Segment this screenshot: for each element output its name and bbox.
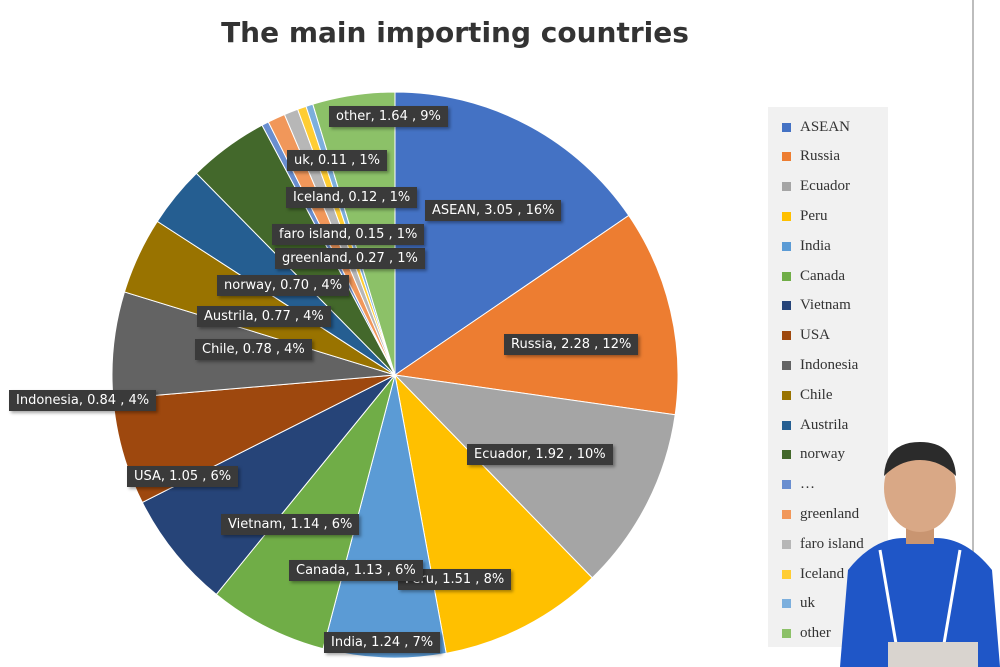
pie-slice-ecuador xyxy=(393,374,676,579)
legend-swatch xyxy=(782,360,791,370)
legend-item-chile: Chile xyxy=(782,385,833,405)
legend-label: Peru xyxy=(800,207,828,224)
legend-item-ecuador: Ecuador xyxy=(782,177,850,197)
legend-label: Canada xyxy=(800,267,845,284)
legend-label: greenland xyxy=(800,505,860,522)
legend-label: Indonesia xyxy=(800,356,859,373)
data-label-vietnam: Vietnam, 1.14 , 6% xyxy=(221,514,360,535)
data-label-canada: Canada, 1.13 , 6% xyxy=(289,560,423,581)
legend-item-iceland: Iceland xyxy=(782,564,844,584)
legend-item-canada: Canada xyxy=(782,266,845,286)
legend-item-peru: Peru xyxy=(782,206,828,226)
legend-item-asean: ASEAN xyxy=(782,117,850,137)
legend-item-norway: norway xyxy=(782,445,845,465)
legend-swatch xyxy=(782,182,791,192)
presenter-head xyxy=(884,444,956,532)
legend-label: Ecuador xyxy=(800,178,850,195)
legend-label: other xyxy=(800,625,831,642)
presenter-shirt xyxy=(840,538,1000,667)
legend-swatch xyxy=(782,450,791,460)
legend-swatch xyxy=(782,152,791,162)
pie-slice-canada xyxy=(215,374,396,650)
data-label-india: India, 1.24 , 7% xyxy=(324,632,441,653)
data-label-russia: Russia, 2.28 , 12% xyxy=(504,334,639,355)
legend-swatch xyxy=(782,420,791,430)
legend-label: Russia xyxy=(800,148,841,165)
legend-label: Iceland xyxy=(800,565,845,582)
legend-label: Vietnam xyxy=(800,297,851,314)
window-divider xyxy=(972,0,974,667)
legend-swatch xyxy=(782,390,791,400)
presenter-hair xyxy=(884,442,956,476)
legend-label: India xyxy=(800,237,831,254)
legend-swatch xyxy=(782,211,791,221)
laptop xyxy=(888,642,978,667)
pie-slice-russia xyxy=(393,214,679,416)
legend-item-other-small-12: … xyxy=(782,475,815,495)
legend-label: norway xyxy=(800,446,845,463)
data-label-uk: uk, 0.11 , 1% xyxy=(287,150,387,171)
data-label-greenland: greenland, 0.27 , 1% xyxy=(275,248,425,269)
legend-item-indonesia: Indonesia xyxy=(782,355,858,375)
legend-item-austrila: Austrila xyxy=(782,415,848,435)
legend: ASEAN Russia Ecuador Peru India Canada Vietnam… xyxy=(768,107,888,647)
legend-swatch xyxy=(782,599,791,609)
presenter-video-thumbnail xyxy=(840,442,1000,667)
data-label-iceland: Iceland, 0.12 , 1% xyxy=(286,187,418,208)
data-label-other: other, 1.64 , 9% xyxy=(329,106,448,127)
legend-item-usa: USA xyxy=(782,326,830,346)
legend-item-other: other xyxy=(782,624,831,644)
legend-label: ASEAN xyxy=(800,118,851,135)
legend-item-greenland: greenland xyxy=(782,504,859,524)
legend-swatch xyxy=(782,301,791,311)
legend-item-faro-island: faro island xyxy=(782,534,864,554)
legend-label: Austrila xyxy=(800,416,849,433)
legend-swatch xyxy=(782,122,791,132)
legend-swatch xyxy=(782,480,791,490)
data-label-asean: ASEAN, 3.05 , 16% xyxy=(425,200,562,221)
legend-item-russia: Russia xyxy=(782,147,840,167)
data-label-chile: Chile, 0.78 , 4% xyxy=(195,339,312,360)
chart-title: The main importing countries xyxy=(221,16,689,49)
legend-swatch xyxy=(782,539,791,549)
legend-label: … xyxy=(800,476,815,493)
legend-label: Chile xyxy=(800,386,833,403)
legend-label: uk xyxy=(800,595,815,612)
legend-label: USA xyxy=(800,327,831,344)
legend-item-uk: uk xyxy=(782,594,815,614)
legend-swatch xyxy=(782,509,791,519)
pie-slice-asean xyxy=(394,91,630,376)
data-label-ecuador: Ecuador, 1.92 , 10% xyxy=(467,444,613,465)
legend-swatch xyxy=(782,271,791,281)
data-label-faro-island: faro island, 0.15 , 1% xyxy=(272,224,425,245)
pie-slice-vietnam xyxy=(141,374,396,596)
data-label-norway: norway, 0.70 , 4% xyxy=(217,275,350,296)
data-label-austrila: Austrila, 0.77 , 4% xyxy=(197,306,331,327)
legend-item-vietnam: Vietnam xyxy=(782,296,851,316)
legend-item-india: India xyxy=(782,236,831,256)
legend-swatch xyxy=(782,241,791,251)
data-label-indonesia: Indonesia, 0.84 , 4% xyxy=(9,390,157,411)
legend-swatch xyxy=(782,629,791,639)
data-label-peru: Peru, 1.51 , 8% xyxy=(398,569,512,590)
data-label-usa: USA, 1.05 , 6% xyxy=(127,466,239,487)
legend-swatch xyxy=(782,331,791,341)
legend-swatch xyxy=(782,569,791,579)
legend-label: faro island xyxy=(800,535,864,552)
